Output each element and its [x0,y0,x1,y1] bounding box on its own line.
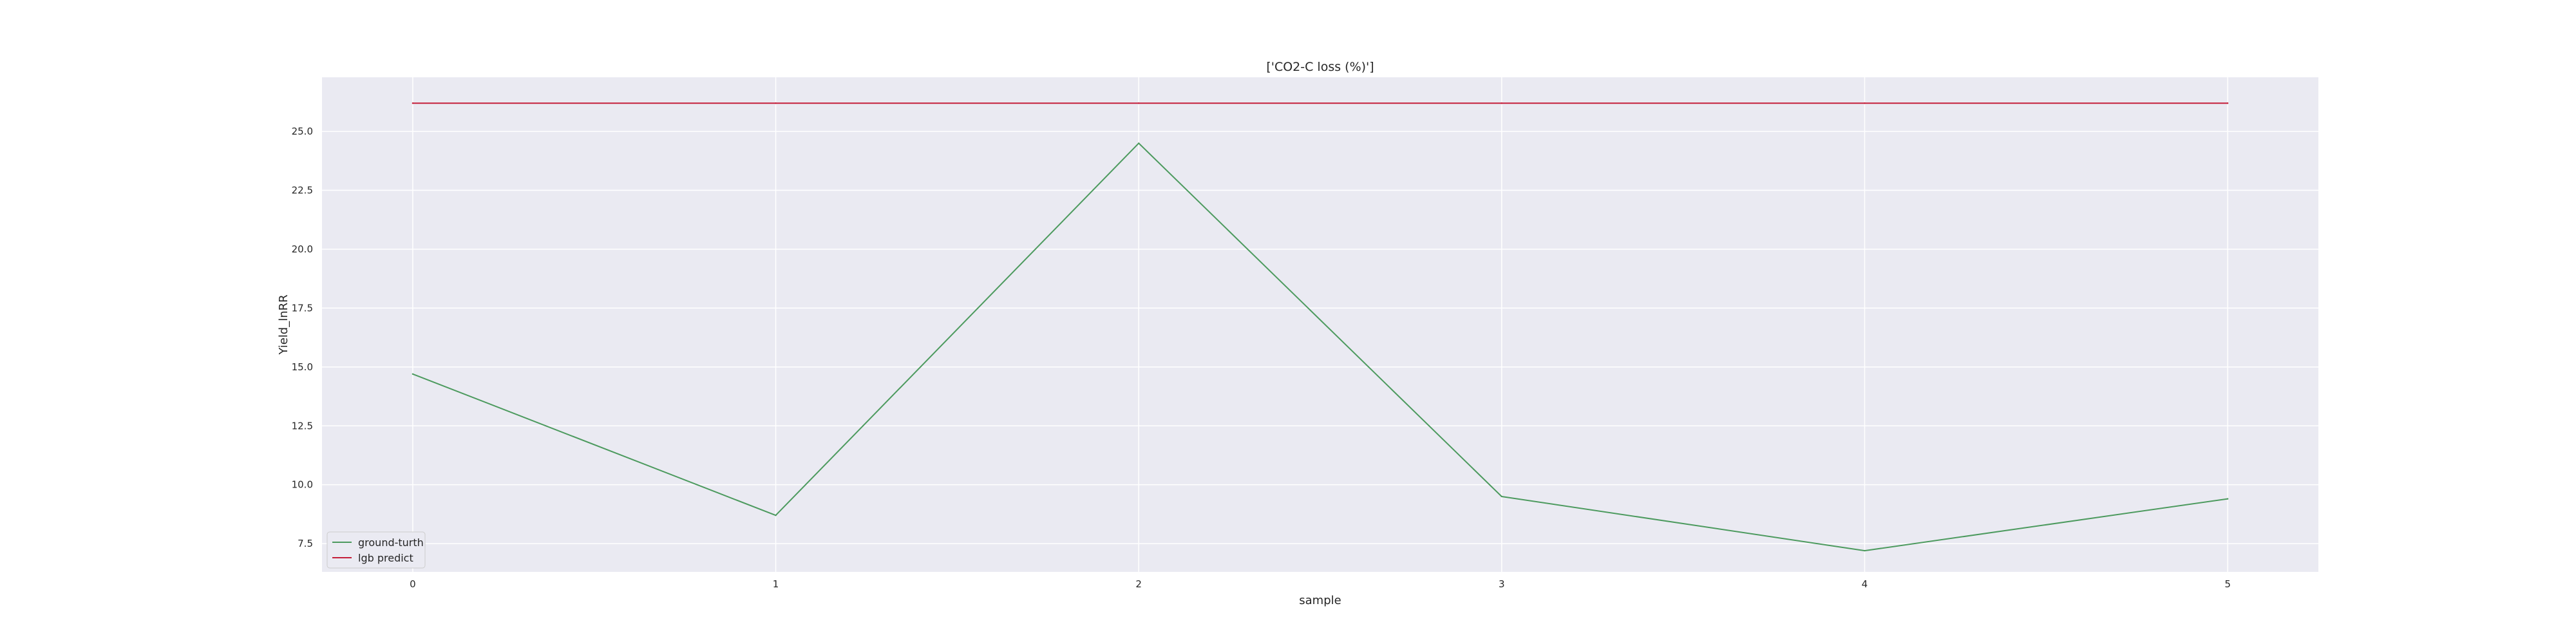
data-point [412,102,414,104]
legend-label-lgb-predict: lgb predict [358,552,413,564]
data-point [1864,102,1866,104]
y-tick-label: 15.0 [292,361,313,373]
data-point [775,102,777,104]
x-tick-label: 3 [1499,578,1505,590]
x-tick-label: 2 [1135,578,1142,590]
y-tick-label: 7.5 [298,538,313,549]
y-tick-label: 17.5 [292,302,313,314]
x-axis-ticks: 0 1 2 3 4 5 [410,578,2231,590]
data-point [1501,102,1503,104]
y-tick-label: 12.5 [292,420,313,431]
data-point [1501,495,1503,498]
plot-area [322,77,2318,572]
x-tick-label: 5 [2224,578,2231,590]
legend: ground-turth lgb predict [327,531,426,569]
x-tick-label: 1 [773,578,779,590]
data-point [1137,142,1140,144]
data-point [1137,102,1140,104]
y-tick-label: 22.5 [292,185,313,196]
data-point [2226,498,2229,500]
x-axis-label: sample [1299,594,1341,607]
y-tick-label: 20.0 [292,243,313,255]
y-axis-ticks: 7.5 10.0 12.5 15.0 17.5 20.0 22.5 25.0 [292,126,313,549]
data-point [1864,549,1866,552]
chart-title: ['CO2-C loss (%)'] [1266,60,1374,74]
x-tick-label: 0 [410,578,416,590]
data-point [412,373,414,375]
x-tick-label: 4 [1862,578,1868,590]
legend-box [327,531,426,569]
y-tick-label: 25.0 [292,126,313,137]
data-point [775,515,777,516]
series-lines [412,102,2229,552]
legend-label-ground-turth: ground-turth [358,536,424,549]
data-point [2226,102,2229,104]
grid-lines [322,77,2318,572]
y-axis-label: Yield_lnRR [277,294,290,355]
y-tick-label: 10.0 [292,479,313,491]
series-line-ground-turth [412,142,2228,552]
